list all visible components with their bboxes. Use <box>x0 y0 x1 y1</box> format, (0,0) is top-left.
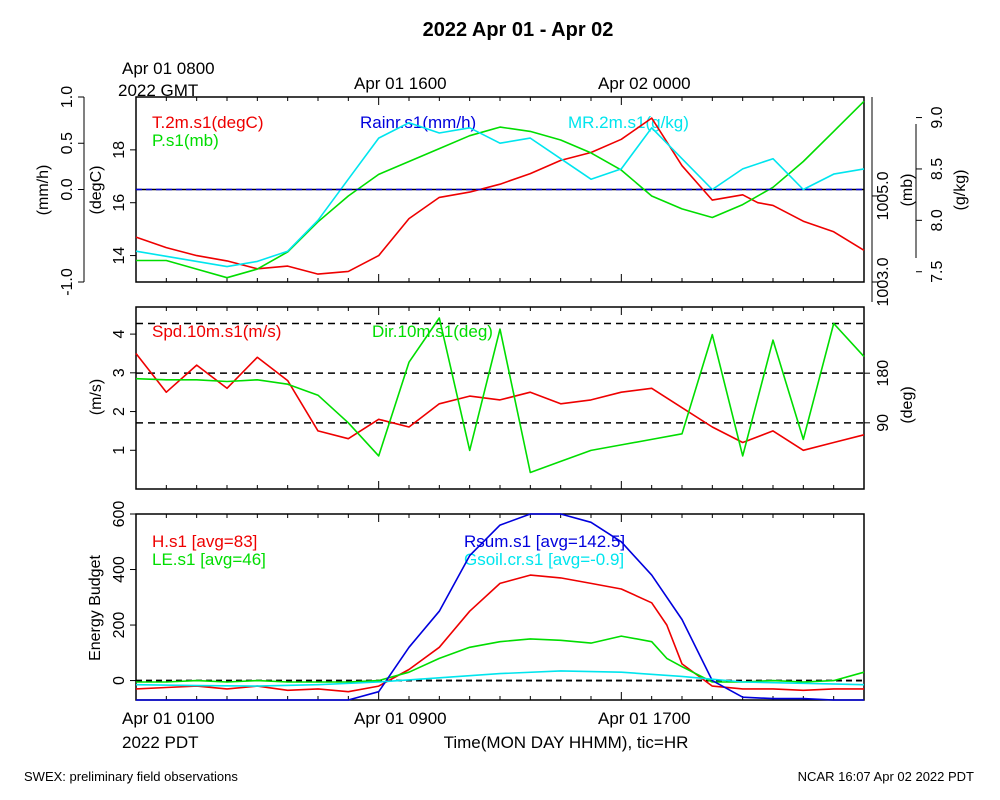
y-tick-label: 4 <box>111 330 128 339</box>
pres-axis-label: (mb) <box>899 174 916 207</box>
top-mid-label: Apr 01 1600 <box>354 74 447 93</box>
y-tick-label: 8.5 <box>929 158 946 180</box>
y-tick-label: 16 <box>111 194 128 212</box>
y-tick-label: 8.0 <box>929 209 946 231</box>
soil-heat-line <box>135 670 865 687</box>
top-start-label-1: Apr 01 0800 <box>122 59 215 78</box>
rain-axis-label: (mm/h) <box>35 165 52 216</box>
series-lines <box>135 100 865 701</box>
top-end-label: Apr 02 0000 <box>598 74 691 93</box>
y-tick-label: 1.0 <box>59 86 76 108</box>
y-tick-label: 0 <box>111 676 128 685</box>
y-tick-label: 0.0 <box>59 178 76 200</box>
mixing-ratio-line <box>135 121 865 268</box>
top-start-label-2: 2022 GMT <box>118 81 198 100</box>
y-tick-label: 3 <box>111 368 128 377</box>
radiation-sum-line <box>136 513 864 701</box>
y-tick-label: 9.0 <box>929 106 946 128</box>
y-tick-label: 1005.0 <box>875 171 892 220</box>
legend-soil-heat: Gsoil.cr.s1 [avg=-0.9] <box>464 550 624 569</box>
bottom-start-label-1: Apr 01 0100 <box>122 709 215 728</box>
mr-axis-label: (g/kg) <box>952 170 969 211</box>
energy-axis-label: Energy Budget <box>87 555 104 661</box>
pressure-line <box>136 100 865 279</box>
x-axis-title: Time(MON DAY HHMM), tic=HR <box>444 733 689 752</box>
y-tick-label: 14 <box>111 247 128 265</box>
legend-latent-heat: LE.s1 [avg=46] <box>152 550 266 569</box>
footer-left: SWEX: preliminary field observations <box>24 769 238 784</box>
speed-axis-label: (m/s) <box>88 379 105 415</box>
y-tick-label: 1003.0 <box>875 257 892 306</box>
axis-ticks: -1.00.00.51.01416181003.01005.07.58.08.5… <box>59 86 946 700</box>
legend-temperature: T.2m.s1(degC) <box>152 113 263 132</box>
y-tick-label: 0.5 <box>59 132 76 154</box>
legend-rain: Rainr.s1(mm/h) <box>360 113 476 132</box>
legend-pressure: P.s1(mb) <box>152 131 219 150</box>
footer-right: NCAR 16:07 Apr 02 2022 PDT <box>798 769 974 784</box>
y-tick-label: -1.0 <box>59 268 76 296</box>
temperature-line <box>135 117 865 275</box>
y-tick-label: 90 <box>875 414 892 432</box>
wind-direction-line <box>135 317 865 474</box>
y-tick-label: 200 <box>111 612 128 639</box>
y-tick-label: 180 <box>875 360 892 387</box>
sensible-heat-line <box>135 574 864 693</box>
bottom-mid-label: Apr 01 0900 <box>354 709 447 728</box>
wind-speed-line <box>135 353 865 452</box>
y-tick-label: 400 <box>111 556 128 583</box>
bottom-start-label-2: 2022 PDT <box>122 733 199 752</box>
y-tick-label: 18 <box>111 141 128 159</box>
latent-heat-line <box>136 635 865 683</box>
temp-axis-label: (degC) <box>88 166 105 215</box>
y-tick-label: 2 <box>111 407 128 416</box>
y-tick-label: 7.5 <box>929 261 946 283</box>
y-tick-label: 1 <box>111 446 128 455</box>
legend-sensible-heat: H.s1 [avg=83] <box>152 532 257 551</box>
legend-radiation-sum: Rsum.s1 [avg=142.5] <box>464 532 625 551</box>
chart-title: 2022 Apr 01 - Apr 02 <box>423 19 614 41</box>
legend-wind-direction: Dir.10m.s1(deg) <box>372 322 493 341</box>
dir-axis-label: (deg) <box>899 386 916 423</box>
bottom-end-label: Apr 01 1700 <box>598 709 691 728</box>
legend-mixing-ratio: MR.2m.s1(g/kg) <box>568 113 689 132</box>
y-tick-label: 600 <box>111 501 128 528</box>
legend-wind-speed: Spd.10m.s1(m/s) <box>152 322 281 341</box>
